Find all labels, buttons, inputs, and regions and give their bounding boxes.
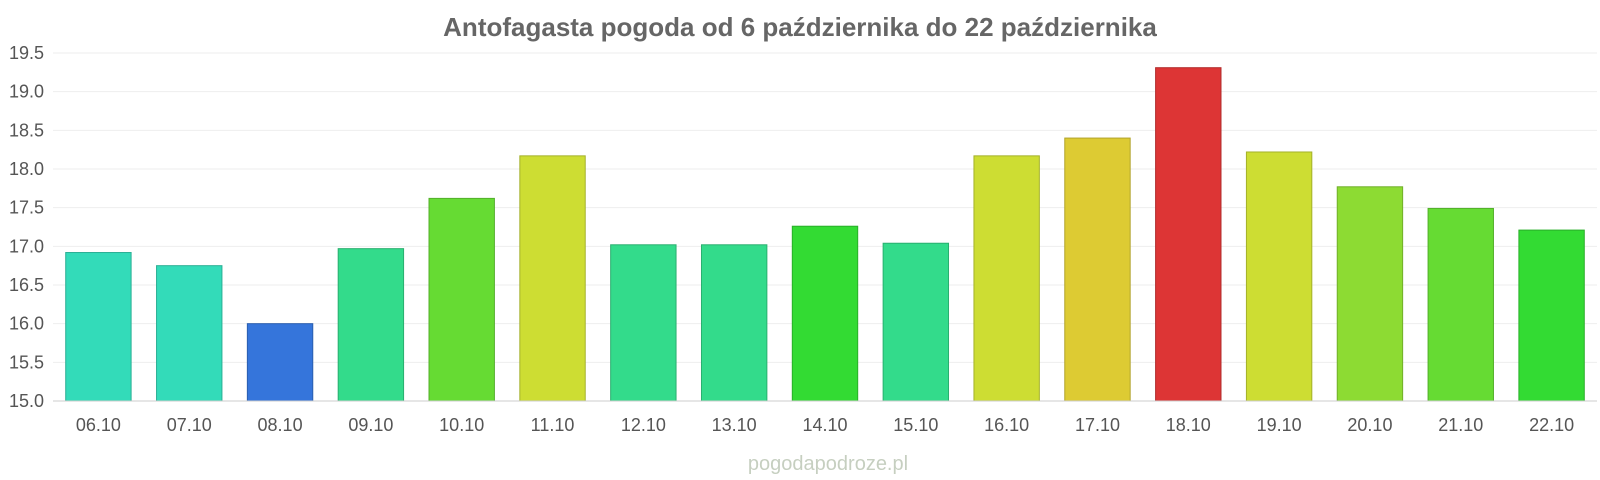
bar-18.10	[1155, 67, 1222, 402]
bar-19.10	[1245, 151, 1313, 402]
x-tick-label: 22.10	[1529, 415, 1574, 435]
y-tick-label: 17.5	[9, 198, 44, 218]
y-axis-ticks: 15.0 15.5 16.0 16.5 17.0 17.5 18.0 18.5 19.0 19.5	[9, 43, 44, 411]
x-tick-label: 20.10	[1347, 415, 1392, 435]
y-tick-label: 19.5	[9, 43, 44, 63]
x-tick-label: 19.10	[1257, 415, 1302, 435]
bar-13.10	[700, 244, 768, 402]
bar-22.10	[1518, 229, 1585, 402]
x-tick-label: 07.10	[167, 415, 212, 435]
bar-12.10	[610, 244, 677, 402]
y-tick-label: 18.5	[9, 120, 44, 140]
x-tick-label: 16.10	[984, 415, 1029, 435]
bar-16.10	[973, 155, 1040, 402]
bar-17.10	[1064, 137, 1131, 402]
bar-15.10	[882, 242, 950, 402]
x-axis-ticks: 06.10 07.10 08.10 09.10 10.10 11.10 12.10 13.10…	[76, 415, 1574, 435]
chart-title: Antofagasta pogoda od 6 października do …	[443, 12, 1157, 42]
bar-10.10	[428, 197, 495, 402]
watermark: pogodapodroze.pl	[748, 453, 908, 475]
y-tick-label: 15.5	[9, 352, 44, 372]
x-tick-label: 21.10	[1438, 415, 1483, 435]
x-tick-label: 14.10	[802, 415, 847, 435]
y-tick-label: 17.0	[9, 236, 44, 256]
bar-07.10	[156, 265, 223, 402]
x-tick-label: 08.10	[258, 415, 303, 435]
x-tick-label: 12.10	[621, 415, 666, 435]
bar-09.10	[337, 248, 405, 402]
bar-06.10	[65, 252, 132, 402]
bar-21.10	[1427, 207, 1494, 402]
y-tick-label: 19.0	[9, 82, 44, 102]
x-tick-label: 06.10	[76, 415, 121, 435]
x-tick-label: 13.10	[712, 415, 757, 435]
y-tick-label: 16.5	[9, 275, 44, 295]
x-tick-label: 17.10	[1075, 415, 1120, 435]
bar-11.10	[519, 155, 586, 402]
bar-08.10	[246, 323, 314, 402]
y-tick-label: 16.0	[9, 314, 44, 334]
y-tick-label: 18.0	[9, 159, 44, 179]
bars	[65, 67, 1585, 402]
x-tick-label: 15.10	[893, 415, 938, 435]
bar-20.10	[1336, 186, 1404, 402]
x-tick-label: 18.10	[1166, 415, 1211, 435]
x-tick-label: 09.10	[348, 415, 393, 435]
x-tick-label: 10.10	[439, 415, 484, 435]
y-tick-label: 15.0	[9, 391, 44, 411]
bar-14.10	[791, 225, 859, 402]
x-tick-label: 11.10	[531, 415, 575, 435]
